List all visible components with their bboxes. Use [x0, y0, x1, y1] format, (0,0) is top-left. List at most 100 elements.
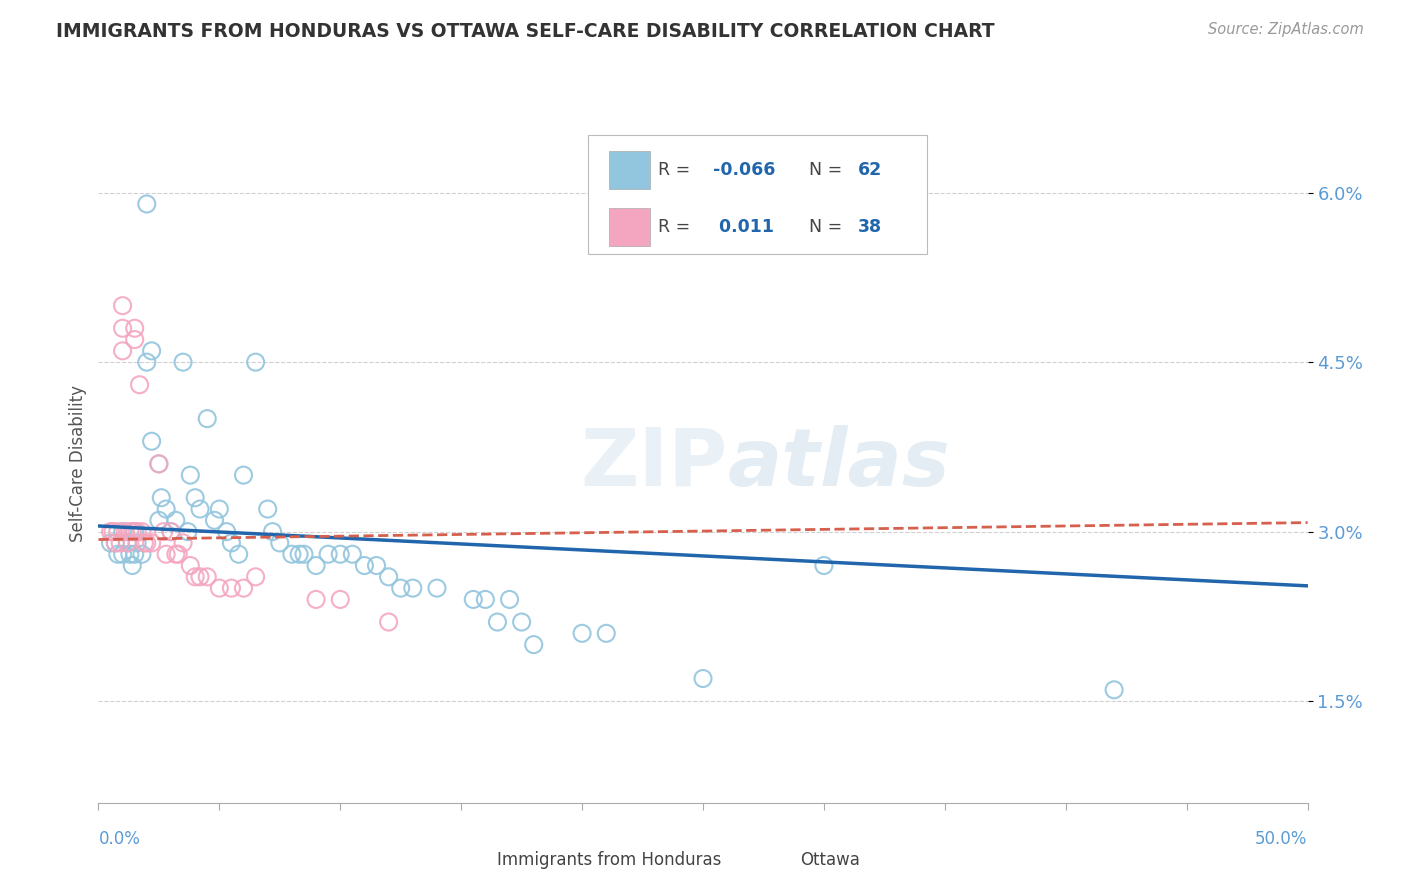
Point	[148, 513, 170, 527]
Point	[141, 434, 163, 449]
Point	[167, 547, 190, 561]
Point	[692, 672, 714, 686]
Point	[281, 547, 304, 561]
Text: 0.0%: 0.0%	[98, 830, 141, 848]
Text: 50.0%: 50.0%	[1256, 830, 1308, 848]
Text: R =: R =	[658, 161, 690, 179]
Point	[127, 536, 149, 550]
Point	[510, 615, 533, 629]
Point	[184, 491, 207, 505]
Point	[114, 524, 136, 539]
Point	[160, 524, 183, 539]
Point	[215, 524, 238, 539]
Point	[111, 321, 134, 335]
Point	[131, 547, 153, 561]
Point	[135, 536, 157, 550]
Point	[107, 547, 129, 561]
Point	[172, 355, 194, 369]
Point	[124, 524, 146, 539]
FancyBboxPatch shape	[754, 843, 794, 878]
Point	[131, 524, 153, 539]
Point	[100, 536, 122, 550]
Text: R =: R =	[658, 218, 690, 235]
Point	[121, 558, 143, 573]
Point	[1102, 682, 1125, 697]
Point	[402, 581, 425, 595]
Point	[208, 581, 231, 595]
Text: Immigrants from Honduras: Immigrants from Honduras	[498, 852, 721, 870]
Point	[426, 581, 449, 595]
Point	[523, 638, 546, 652]
Point	[111, 547, 134, 561]
Point	[262, 524, 284, 539]
Point	[127, 524, 149, 539]
Point	[152, 524, 174, 539]
Text: 62: 62	[858, 161, 882, 179]
Point	[165, 513, 187, 527]
Point	[128, 377, 150, 392]
Point	[111, 524, 134, 539]
Point	[195, 570, 218, 584]
Point	[228, 547, 250, 561]
Point	[150, 491, 173, 505]
Point	[177, 524, 200, 539]
Point	[329, 592, 352, 607]
Point	[377, 570, 399, 584]
Point	[141, 536, 163, 550]
Point	[141, 343, 163, 358]
Point	[389, 581, 412, 595]
Point	[571, 626, 593, 640]
Point	[148, 457, 170, 471]
Y-axis label: Self-Care Disability: Self-Care Disability	[69, 385, 87, 542]
Point	[232, 468, 254, 483]
Point	[155, 547, 177, 561]
Point	[292, 547, 315, 561]
Point	[111, 299, 134, 313]
Text: ZIP: ZIP	[579, 425, 727, 503]
Point	[245, 570, 267, 584]
Point	[256, 502, 278, 516]
Point	[232, 581, 254, 595]
Point	[155, 502, 177, 516]
Point	[121, 524, 143, 539]
Text: atlas: atlas	[727, 425, 950, 503]
Point	[135, 197, 157, 211]
Point	[118, 524, 141, 539]
Point	[101, 524, 124, 539]
Text: 0.011: 0.011	[713, 218, 773, 235]
Point	[305, 558, 328, 573]
Point	[195, 411, 218, 425]
FancyBboxPatch shape	[588, 135, 927, 253]
Point	[329, 547, 352, 561]
Point	[498, 592, 520, 607]
Point	[474, 592, 496, 607]
Text: Ottawa: Ottawa	[800, 852, 859, 870]
FancyBboxPatch shape	[609, 152, 650, 189]
Text: IMMIGRANTS FROM HONDURAS VS OTTAWA SELF-CARE DISABILITY CORRELATION CHART: IMMIGRANTS FROM HONDURAS VS OTTAWA SELF-…	[56, 22, 995, 41]
Point	[107, 524, 129, 539]
Point	[366, 558, 388, 573]
Point	[342, 547, 364, 561]
Point	[208, 502, 231, 516]
Point	[108, 536, 131, 550]
Text: -0.066: -0.066	[713, 161, 775, 179]
Point	[245, 355, 267, 369]
Point	[117, 536, 139, 550]
Text: 38: 38	[858, 218, 882, 235]
Point	[188, 570, 211, 584]
Point	[269, 536, 291, 550]
Point	[104, 536, 127, 550]
Point	[179, 558, 201, 573]
Point	[100, 524, 122, 539]
Point	[595, 626, 617, 640]
Point	[135, 355, 157, 369]
Point	[124, 333, 146, 347]
Point	[316, 547, 339, 561]
Point	[288, 547, 311, 561]
Point	[179, 468, 201, 483]
Text: N =: N =	[810, 218, 842, 235]
Point	[486, 615, 509, 629]
Point	[221, 581, 243, 595]
Point	[463, 592, 485, 607]
Point	[204, 513, 226, 527]
